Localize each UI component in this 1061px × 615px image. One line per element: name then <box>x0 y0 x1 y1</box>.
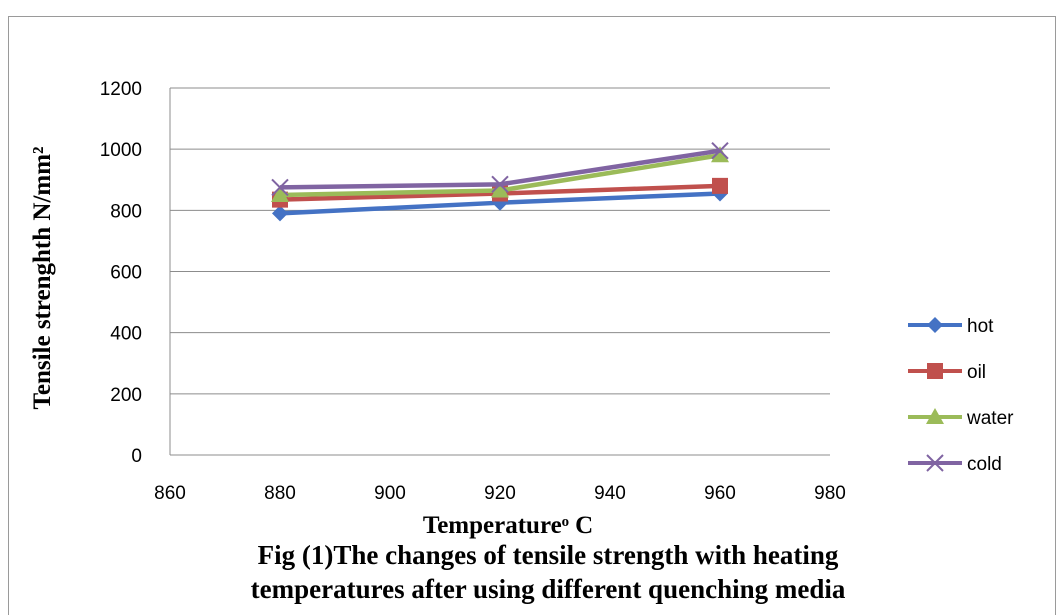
legend-item-hot: hot <box>908 316 994 337</box>
legend: hot oil water cold <box>908 316 1014 475</box>
x-axis-title: Temperatureᵒ C <box>423 512 593 539</box>
x-tick-labels: 860 880 900 920 940 960 980 <box>154 483 846 504</box>
x-tick-label: 940 <box>594 483 626 504</box>
legend-marker <box>927 363 943 379</box>
legend-item-cold: cold <box>908 454 1002 475</box>
legend-item-water: water <box>908 408 1014 429</box>
legend-label: hot <box>967 316 994 337</box>
y-tick-label: 1000 <box>100 140 142 161</box>
legend-label: cold <box>967 454 1002 475</box>
x-tick-label: 960 <box>704 483 736 504</box>
x-tick-label: 920 <box>484 483 516 504</box>
series-cold <box>271 141 729 197</box>
chart-frame <box>8 16 1056 615</box>
y-tick-labels: 0 200 400 600 800 1000 1200 <box>100 79 142 467</box>
y-tick-label: 1200 <box>100 79 142 100</box>
x-tick-label: 900 <box>374 483 406 504</box>
series-water <box>271 146 729 203</box>
legend-marker <box>926 408 944 424</box>
y-axis-title: Tensile strenghth N/mm² <box>29 146 56 409</box>
y-tick-label: 600 <box>110 263 142 284</box>
caption-line-1: Fig (1)The changes of tensile strength w… <box>258 540 839 570</box>
y-tick-label: 400 <box>110 324 142 345</box>
x-tick-label: 860 <box>154 483 186 504</box>
gridlines <box>170 87 830 395</box>
plot-area <box>169 88 830 456</box>
y-tick-label: 0 <box>131 446 142 467</box>
data-point-cold <box>711 141 729 160</box>
data-point-water <box>711 146 729 163</box>
data-point-water <box>271 186 289 203</box>
data-point-oil <box>712 177 728 194</box>
data-point-water <box>491 181 509 198</box>
legend-marker <box>926 454 944 472</box>
legend-label: oil <box>967 362 986 383</box>
data-point-cold <box>271 178 289 197</box>
x-tick-label: 980 <box>814 483 846 504</box>
y-tick-label: 200 <box>110 385 142 406</box>
legend-marker <box>927 317 943 333</box>
legend-label: water <box>966 408 1014 429</box>
y-tick-label: 800 <box>110 201 142 222</box>
data-point-cold <box>491 175 509 194</box>
legend-item-oil: oil <box>908 362 986 383</box>
series-group <box>271 141 729 222</box>
caption-line-2: temperatures after using different quenc… <box>251 574 846 604</box>
data-point-hot <box>272 205 288 222</box>
x-tick-label: 880 <box>264 483 296 504</box>
